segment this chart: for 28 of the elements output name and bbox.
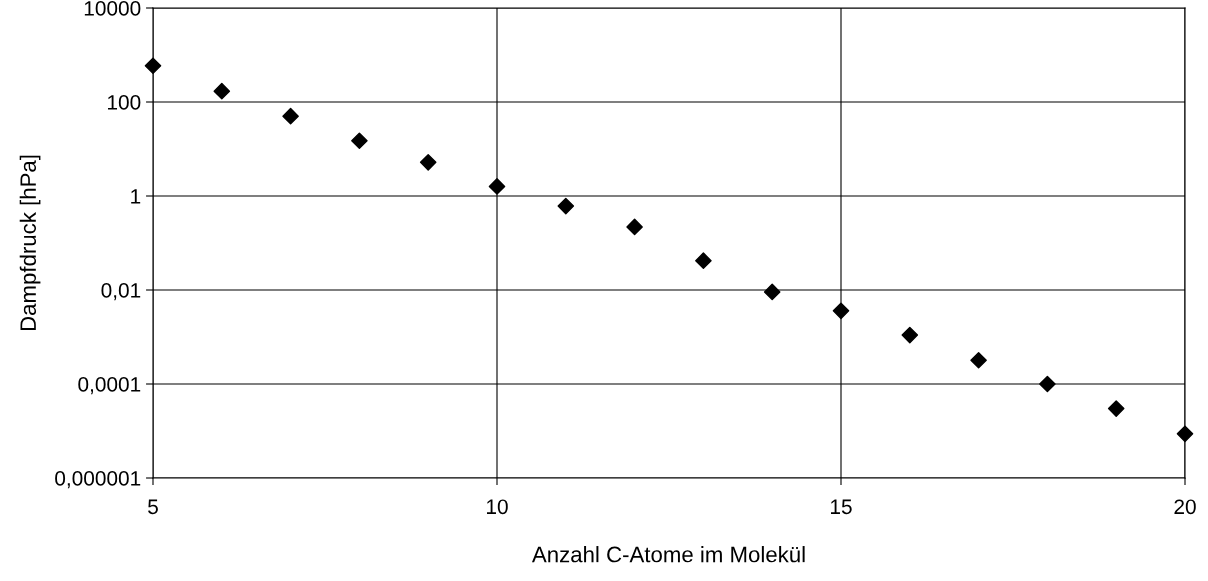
point xyxy=(832,302,850,320)
x-tick-label: 20 xyxy=(1174,499,1196,515)
point xyxy=(213,82,231,100)
point xyxy=(1107,400,1125,417)
point xyxy=(488,178,506,195)
x-axis-title: Anzahl C-Atome im Molekül xyxy=(531,546,805,563)
y-tick-label: 100 xyxy=(108,95,141,110)
point xyxy=(626,218,643,236)
y-tick-label: 1 xyxy=(131,189,141,204)
point xyxy=(419,154,437,171)
point xyxy=(970,351,987,369)
point xyxy=(1176,425,1194,443)
y-axis-title: Dampfdruck [hPa] xyxy=(19,155,41,331)
point xyxy=(144,57,162,75)
y-tick-label: 0,0001 xyxy=(78,377,141,395)
x-tick-label: 10 xyxy=(487,499,508,515)
y-tick-label: 0,000001 xyxy=(55,471,141,489)
point xyxy=(763,283,781,301)
point xyxy=(557,197,575,215)
point xyxy=(1039,375,1056,393)
point xyxy=(901,326,919,344)
point xyxy=(351,132,368,150)
point xyxy=(695,252,712,270)
x-tick-label: 15 xyxy=(831,499,852,515)
point xyxy=(282,107,299,125)
y-tick-label: 10000 xyxy=(84,1,141,16)
x-tick-label: 5 xyxy=(148,499,158,515)
y-tick-label: 0,01 xyxy=(101,283,141,301)
